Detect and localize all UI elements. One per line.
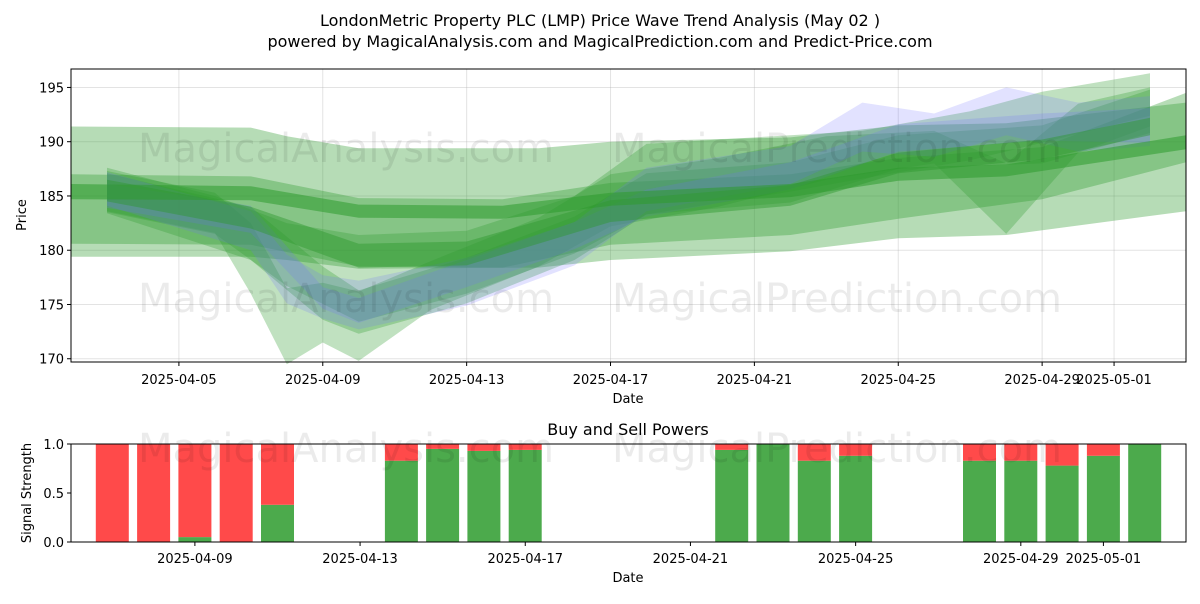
watermark-analysis-top-2: MagicalAnalysis.com (138, 276, 554, 322)
sell-bar-13 (963, 444, 996, 461)
signal-chart-y-ticks: 0.0 0.5 1.0 (43, 438, 71, 551)
price-y-tick-label-2: 180 (39, 244, 64, 259)
signal-chart-x-ticks: 2025-04-09 2025-04-13 2025-04-17 2025-04-21… (157, 542, 1141, 567)
buy-bar-6 (426, 448, 460, 542)
wave-band-green-0 (71, 102, 1186, 269)
watermark-analysis-bottom: MagicalAnalysis.com (138, 426, 554, 472)
wave-band-green-4 (107, 89, 1150, 334)
sell-bar-6 (426, 444, 460, 449)
signal-x-tick-label-1: 2025-04-13 (322, 552, 398, 567)
wave-band-green-7 (71, 135, 1186, 219)
wave-band-green-1 (71, 92, 1186, 268)
wave-band-green-3 (107, 87, 1150, 365)
watermark-analysis-top-1: MagicalAnalysis.com (138, 126, 554, 172)
sell-bar-12 (839, 444, 873, 456)
price-x-tick-label-5: 2025-04-25 (860, 373, 936, 388)
price-x-tick-label-1: 2025-04-09 (285, 373, 361, 388)
wave-band-blue-5 (107, 87, 1150, 330)
buy-bar-7 (467, 450, 501, 542)
price-x-tick-label-6: 2025-04-29 (1004, 373, 1080, 388)
price-x-tick-label-2: 2025-04-13 (429, 373, 505, 388)
price-chart-grid (71, 69, 1186, 362)
sell-bar-2 (178, 444, 212, 538)
sell-bar-4 (261, 444, 294, 505)
buy-bar-12 (839, 455, 873, 542)
price-chart-x-ticks: 2025-04-05 2025-04-09 2025-04-13 2025-04-17… (141, 362, 1152, 388)
buy-bar-2 (178, 537, 212, 542)
price-chart-y-label: Price (15, 199, 30, 231)
price-chart-y-ticks: 170 175 180 185 190 195 (39, 81, 71, 368)
sell-bar-9 (715, 444, 749, 450)
sell-bar-16 (1086, 444, 1120, 456)
buy-bar-15 (1045, 465, 1079, 542)
signal-x-tick-label-0: 2025-04-09 (157, 552, 233, 567)
buy-bar-17 (1128, 444, 1162, 542)
price-y-tick-label-0: 170 (39, 353, 64, 368)
signal-y-tick-label-1: 0.5 (43, 487, 64, 502)
signal-y-tick-label-0: 0.0 (43, 536, 64, 551)
signal-bars (95, 444, 1162, 542)
price-x-tick-label-0: 2025-04-05 (141, 373, 217, 388)
signal-x-tick-label-4: 2025-04-25 (818, 552, 894, 567)
buy-bar-11 (797, 460, 831, 542)
price-y-tick-label-5: 195 (39, 81, 64, 96)
signal-chart: Buy and Sell Powers MagicalAnalysis.com … (20, 420, 1187, 586)
signal-chart-y-label: Signal Strength (20, 443, 35, 543)
signal-chart-x-label: Date (612, 571, 643, 586)
buy-bar-16 (1086, 455, 1120, 542)
watermark-prediction-bottom: MagicalPrediction.com (612, 426, 1062, 472)
figure-title-line2: powered by MagicalAnalysis.com and Magic… (267, 32, 932, 51)
sell-bar-14 (1004, 444, 1038, 461)
signal-x-tick-label-3: 2025-04-21 (653, 552, 729, 567)
buy-bar-5 (384, 460, 418, 542)
price-x-tick-label-3: 2025-04-17 (573, 373, 649, 388)
watermark-prediction-top-2: MagicalPrediction.com (612, 276, 1062, 322)
sell-bar-1 (137, 444, 171, 542)
sell-bar-5 (384, 444, 418, 461)
price-chart-frame (70, 68, 1187, 363)
price-wave-bands (71, 73, 1186, 365)
price-chart-x-label: Date (612, 392, 643, 407)
buy-bar-14 (1004, 460, 1038, 542)
price-y-tick-label-3: 185 (39, 190, 64, 205)
buy-bar-8 (508, 449, 542, 542)
figure-title-line1: LondonMetric Property PLC (LMP) Price Wa… (320, 11, 880, 30)
buy-bar-13 (963, 460, 996, 542)
sell-bar-11 (797, 444, 831, 461)
buy-bar-4 (261, 504, 294, 542)
sell-bar-15 (1045, 444, 1079, 466)
signal-chart-watermarks: MagicalAnalysis.com MagicalPrediction.co… (138, 426, 1062, 472)
buy-bar-10 (756, 444, 790, 542)
watermark-prediction-top-1: MagicalPrediction.com (612, 126, 1062, 172)
sell-bar-0 (95, 444, 129, 542)
price-chart-watermarks: MagicalAnalysis.com MagicalPrediction.co… (138, 126, 1062, 322)
signal-x-tick-label-5: 2025-04-29 (983, 552, 1059, 567)
sell-bar-3 (219, 444, 253, 542)
signal-chart-title: Buy and Sell Powers (547, 420, 709, 439)
signal-x-tick-label-2: 2025-04-17 (487, 552, 563, 567)
price-chart: MagicalAnalysis.com MagicalPrediction.co… (15, 68, 1187, 407)
sell-bar-7 (467, 444, 501, 451)
wave-band-blue-6 (107, 108, 1150, 323)
signal-x-tick-label-6: 2025-05-01 (1066, 552, 1142, 567)
buy-bar-9 (715, 449, 749, 542)
price-y-tick-label-4: 190 (39, 136, 64, 151)
sell-bar-8 (508, 444, 542, 450)
price-x-tick-label-4: 2025-04-21 (717, 373, 793, 388)
price-y-tick-label-1: 175 (39, 298, 64, 313)
signal-y-tick-label-2: 1.0 (43, 438, 64, 453)
price-x-tick-label-7: 2025-05-01 (1076, 373, 1152, 388)
